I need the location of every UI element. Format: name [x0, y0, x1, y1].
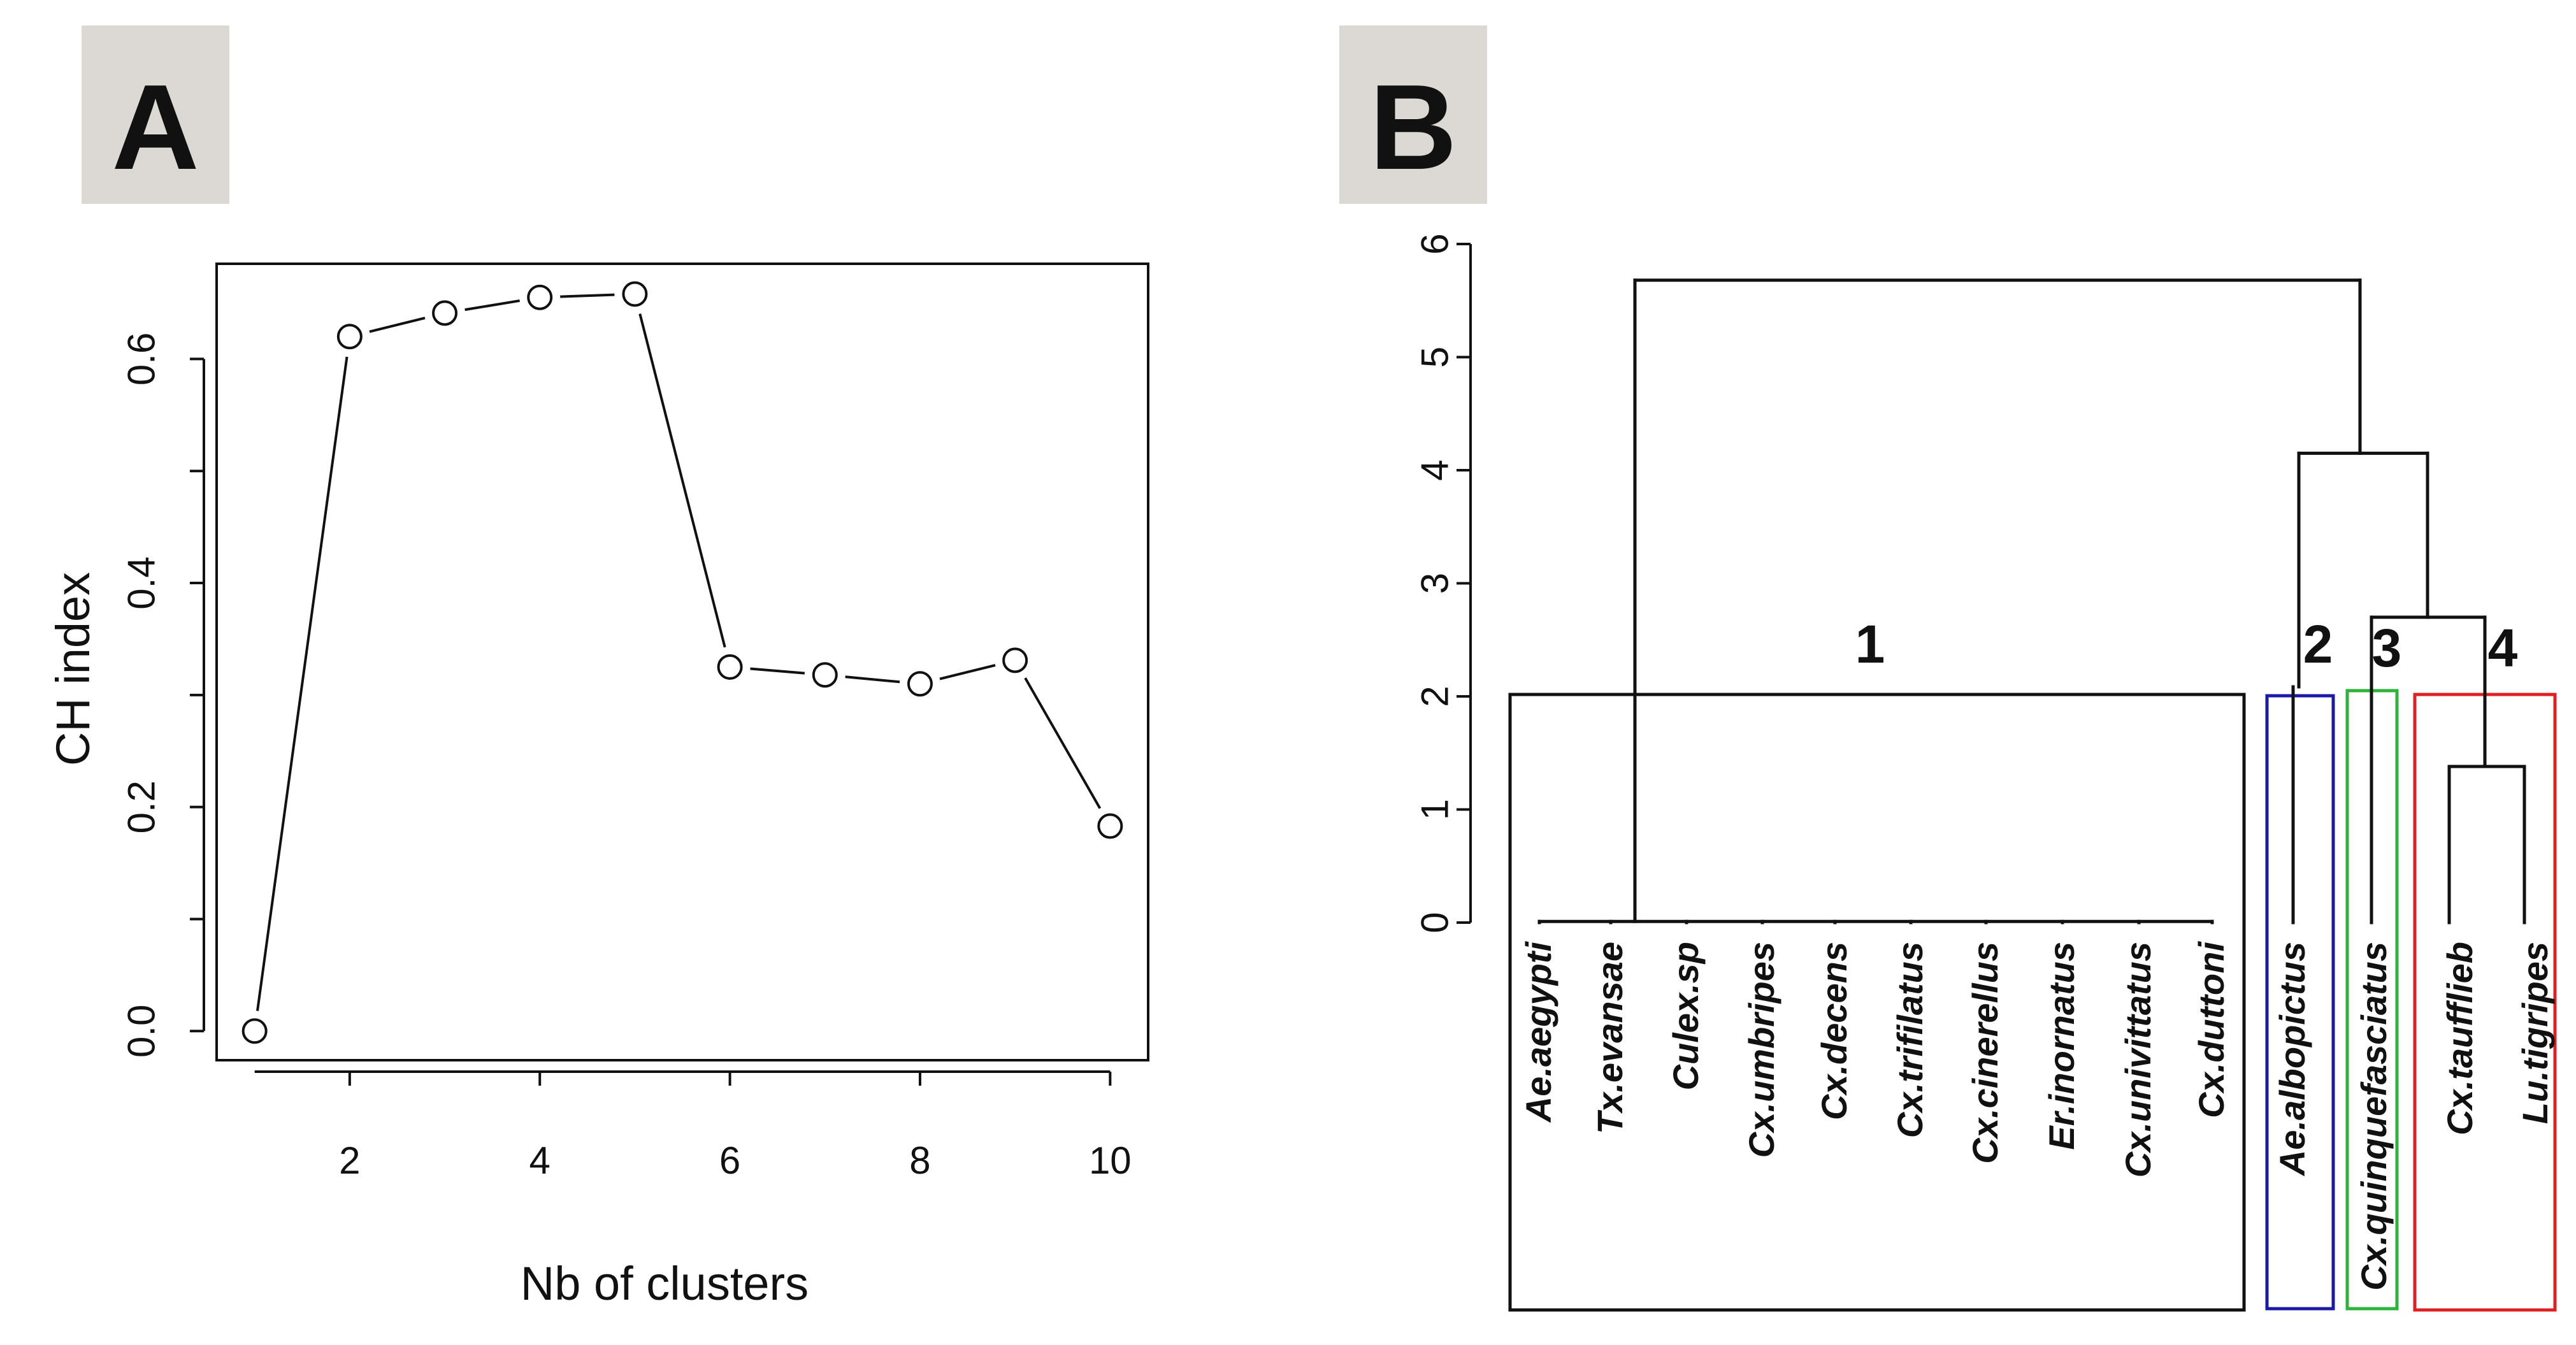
panel-b-label: B [1369, 60, 1457, 195]
panel-b-leaf-label: Cx.decens [1814, 942, 1854, 1120]
panel-a: A 0.0 0.2 0.4 0.6 2 4 6 8 10 Nb of clusters CH … [47, 25, 1149, 1310]
panel-a-label-box [82, 25, 229, 204]
panel-b-label-box [1339, 25, 1487, 204]
panel-b-y-tick-label: 2 [1414, 686, 1457, 707]
panel-a-y-tick-label: 0.6 [120, 333, 163, 385]
panel-a-data-point [527, 284, 553, 310]
panel-a-x-tick-label: 8 [909, 1139, 930, 1182]
panel-b-leaf-label: Cx.trifilatus [1890, 942, 1930, 1138]
panel-b-y-tick-label: 6 [1414, 233, 1457, 254]
panel-a-data-point [1097, 813, 1123, 839]
panel-a-x-axis-title: Nb of clusters [521, 1257, 809, 1310]
panel-a-series-segment [369, 317, 426, 333]
panel-b-leaf-label: Ae.aegypti [1518, 941, 1558, 1124]
panel-a-x-tick-label: 2 [339, 1139, 360, 1182]
panel-a-series [241, 281, 1123, 1044]
panel-a-series-segment [464, 299, 520, 312]
panel-b-leaf-label: Cx.cinerellus [1965, 942, 2005, 1164]
panel-b-y-axis: 0 1 2 3 4 5 6 [1414, 233, 1472, 933]
panel-a-data-point [241, 1018, 268, 1044]
panel-b-leaf-label: Lu.tigripes [2515, 942, 2555, 1124]
panel-a-series-segment [256, 356, 349, 1011]
panel-b-leaf-label: Cx.duttoni [2191, 941, 2231, 1118]
panel-b-y-tick-label: 5 [1414, 347, 1457, 368]
panel-b-leaf-label: Cx.taufflieb [2440, 942, 2480, 1135]
panel-a-data-point [717, 654, 743, 680]
panel-a-data-point [812, 662, 838, 688]
panel-a-x-axis: 2 4 6 8 10 [254, 1070, 1132, 1182]
panel-b-cluster-label: 3 [2372, 618, 2402, 678]
panel-b-cluster-box [1508, 693, 2246, 1312]
panel-a-x-tick-label: 10 [1089, 1139, 1132, 1182]
panel-b-cluster-label: 2 [2303, 614, 2333, 674]
panel-b-cluster-box [2265, 694, 2335, 1311]
panel-b-y-tick-label: 4 [1414, 459, 1457, 480]
panel-b-leaf-label: Cx.quinquefasciatus [2354, 942, 2394, 1291]
panel-b-leaf-label: Ae.albopictus [2272, 942, 2312, 1177]
panel-a-series-segment [845, 675, 900, 684]
panel-a-data-point [622, 281, 648, 307]
panel-b-leaf-label: Tx.evansae [1590, 942, 1630, 1134]
panel-a-data-point [907, 671, 933, 697]
panel-a-y-axis: 0.0 0.2 0.4 0.6 [120, 333, 205, 1058]
panel-a-series-segment [939, 664, 996, 680]
panel-a-series-segment [1024, 677, 1102, 809]
panel-b-leaf-label: Er.inornatus [2041, 942, 2082, 1150]
panel-a-series-segment [560, 293, 615, 298]
panel-b-cluster-label: 1 [1855, 614, 1885, 674]
panel-b-leaf-label: Cx.umbripes [1741, 942, 1781, 1158]
panel-a-x-tick-label: 4 [529, 1139, 550, 1182]
panel-b-leaf-label: Culex.sp [1666, 942, 1706, 1090]
panel-a-series-segment [750, 667, 805, 675]
panel-a-y-tick-label: 0.2 [120, 780, 163, 833]
panel-a-x-tick-label: 6 [719, 1139, 740, 1182]
panel-a-series-segment [638, 313, 726, 648]
panel-b-leaf-labels: Ae.aegypti Tx.evansae Culex.sp Cx.umbripes C… [1518, 941, 2555, 1291]
panel-a-y-axis-title: CH index [47, 572, 99, 766]
panel-a-data-point [336, 324, 363, 350]
panel-b-y-tick-label: 1 [1414, 799, 1457, 820]
panel-a-plot-frame [215, 263, 1149, 1061]
panel-b-leaf-label: Cx.univittatus [2118, 942, 2158, 1177]
panel-a-label: A [112, 60, 199, 195]
panel-a-y-tick-label: 0.4 [120, 556, 163, 609]
panel-b-dendrogram [1537, 278, 2526, 924]
panel-b-cluster-label: 4 [2488, 618, 2518, 678]
panel-a-data-point [1002, 647, 1028, 673]
panel-a-y-tick-label: 0.0 [120, 1005, 163, 1058]
panel-a-data-point [432, 300, 458, 326]
panel-b-y-tick-label: 3 [1414, 573, 1457, 594]
panel-b-y-tick-label: 0 [1414, 912, 1457, 933]
